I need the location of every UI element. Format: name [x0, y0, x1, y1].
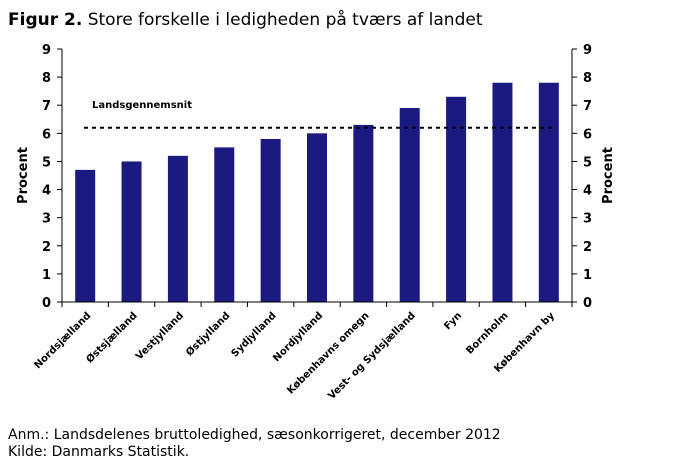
- y-tick-label-right: 5: [583, 155, 592, 170]
- category-label: Fyn: [442, 310, 464, 332]
- y-tick-label-right: 6: [583, 127, 592, 142]
- category-label: Vest- og Sydsjælland: [326, 310, 418, 402]
- bar: [446, 96, 467, 303]
- category-label: Østjylland: [184, 310, 233, 359]
- figure-number: Figur 2.: [8, 10, 83, 30]
- y-axis-title-left: Procent: [16, 147, 31, 204]
- bar: [538, 82, 559, 302]
- y-tick-label-left: 9: [42, 43, 51, 58]
- y-axis-title-right: Procent: [601, 147, 616, 204]
- bar: [492, 82, 513, 302]
- y-tick-label-right: 4: [583, 184, 592, 199]
- average-line-label: Landsgennemsnit: [92, 100, 192, 111]
- bar: [353, 124, 374, 303]
- y-tick-label-right: 1: [583, 268, 592, 283]
- y-tick-label-left: 0: [42, 296, 51, 311]
- bar: [121, 161, 142, 302]
- y-tick-label-left: 2: [42, 240, 51, 255]
- note-text: Anm.: Landsdelenes bruttoledighed, sæson…: [8, 427, 501, 443]
- y-tick-label-right: 2: [583, 240, 592, 255]
- y-tick-label-left: 8: [42, 71, 51, 86]
- category-label: Nordsjælland: [32, 310, 93, 371]
- y-tick-label-left: 7: [42, 99, 51, 114]
- figure-title: Figur 2. Store forskelle i ledigheden på…: [8, 10, 483, 30]
- category-label: Københavns omegn: [285, 310, 371, 396]
- y-tick-label-right: 7: [583, 99, 592, 114]
- y-tick-label-left: 5: [42, 155, 51, 170]
- source-text: Kilde: Danmarks Statistik.: [8, 444, 190, 460]
- y-tick-label-right: 8: [583, 71, 592, 86]
- bar-chart: 0 01 12 23 34 45 56 67 78 89 9NordsjællandØstsjæll…: [16, 43, 616, 402]
- category-label: Vestjylland: [134, 310, 186, 362]
- bar: [307, 133, 327, 302]
- y-tick-label-right: 0: [583, 296, 592, 311]
- bar: [167, 155, 188, 302]
- y-tick-label-left: 3: [42, 212, 51, 227]
- bar: [214, 147, 235, 302]
- bar: [75, 169, 96, 302]
- category-label: Sydjylland: [229, 310, 278, 359]
- reference-line-group: Landsgennemsnit: [84, 100, 552, 129]
- y-tick-label-left: 1: [42, 268, 51, 283]
- bars-group: [75, 82, 559, 303]
- bar: [399, 108, 420, 303]
- y-tick-label-right: 9: [583, 43, 592, 58]
- y-tick-label-right: 3: [583, 212, 592, 227]
- figure-title-text: Store forskelle i ledigheden på tværs af…: [87, 10, 483, 30]
- y-tick-label-left: 6: [42, 127, 51, 142]
- y-tick-label-left: 4: [42, 184, 51, 199]
- bar: [260, 138, 281, 302]
- category-label: Bornholm: [464, 310, 510, 356]
